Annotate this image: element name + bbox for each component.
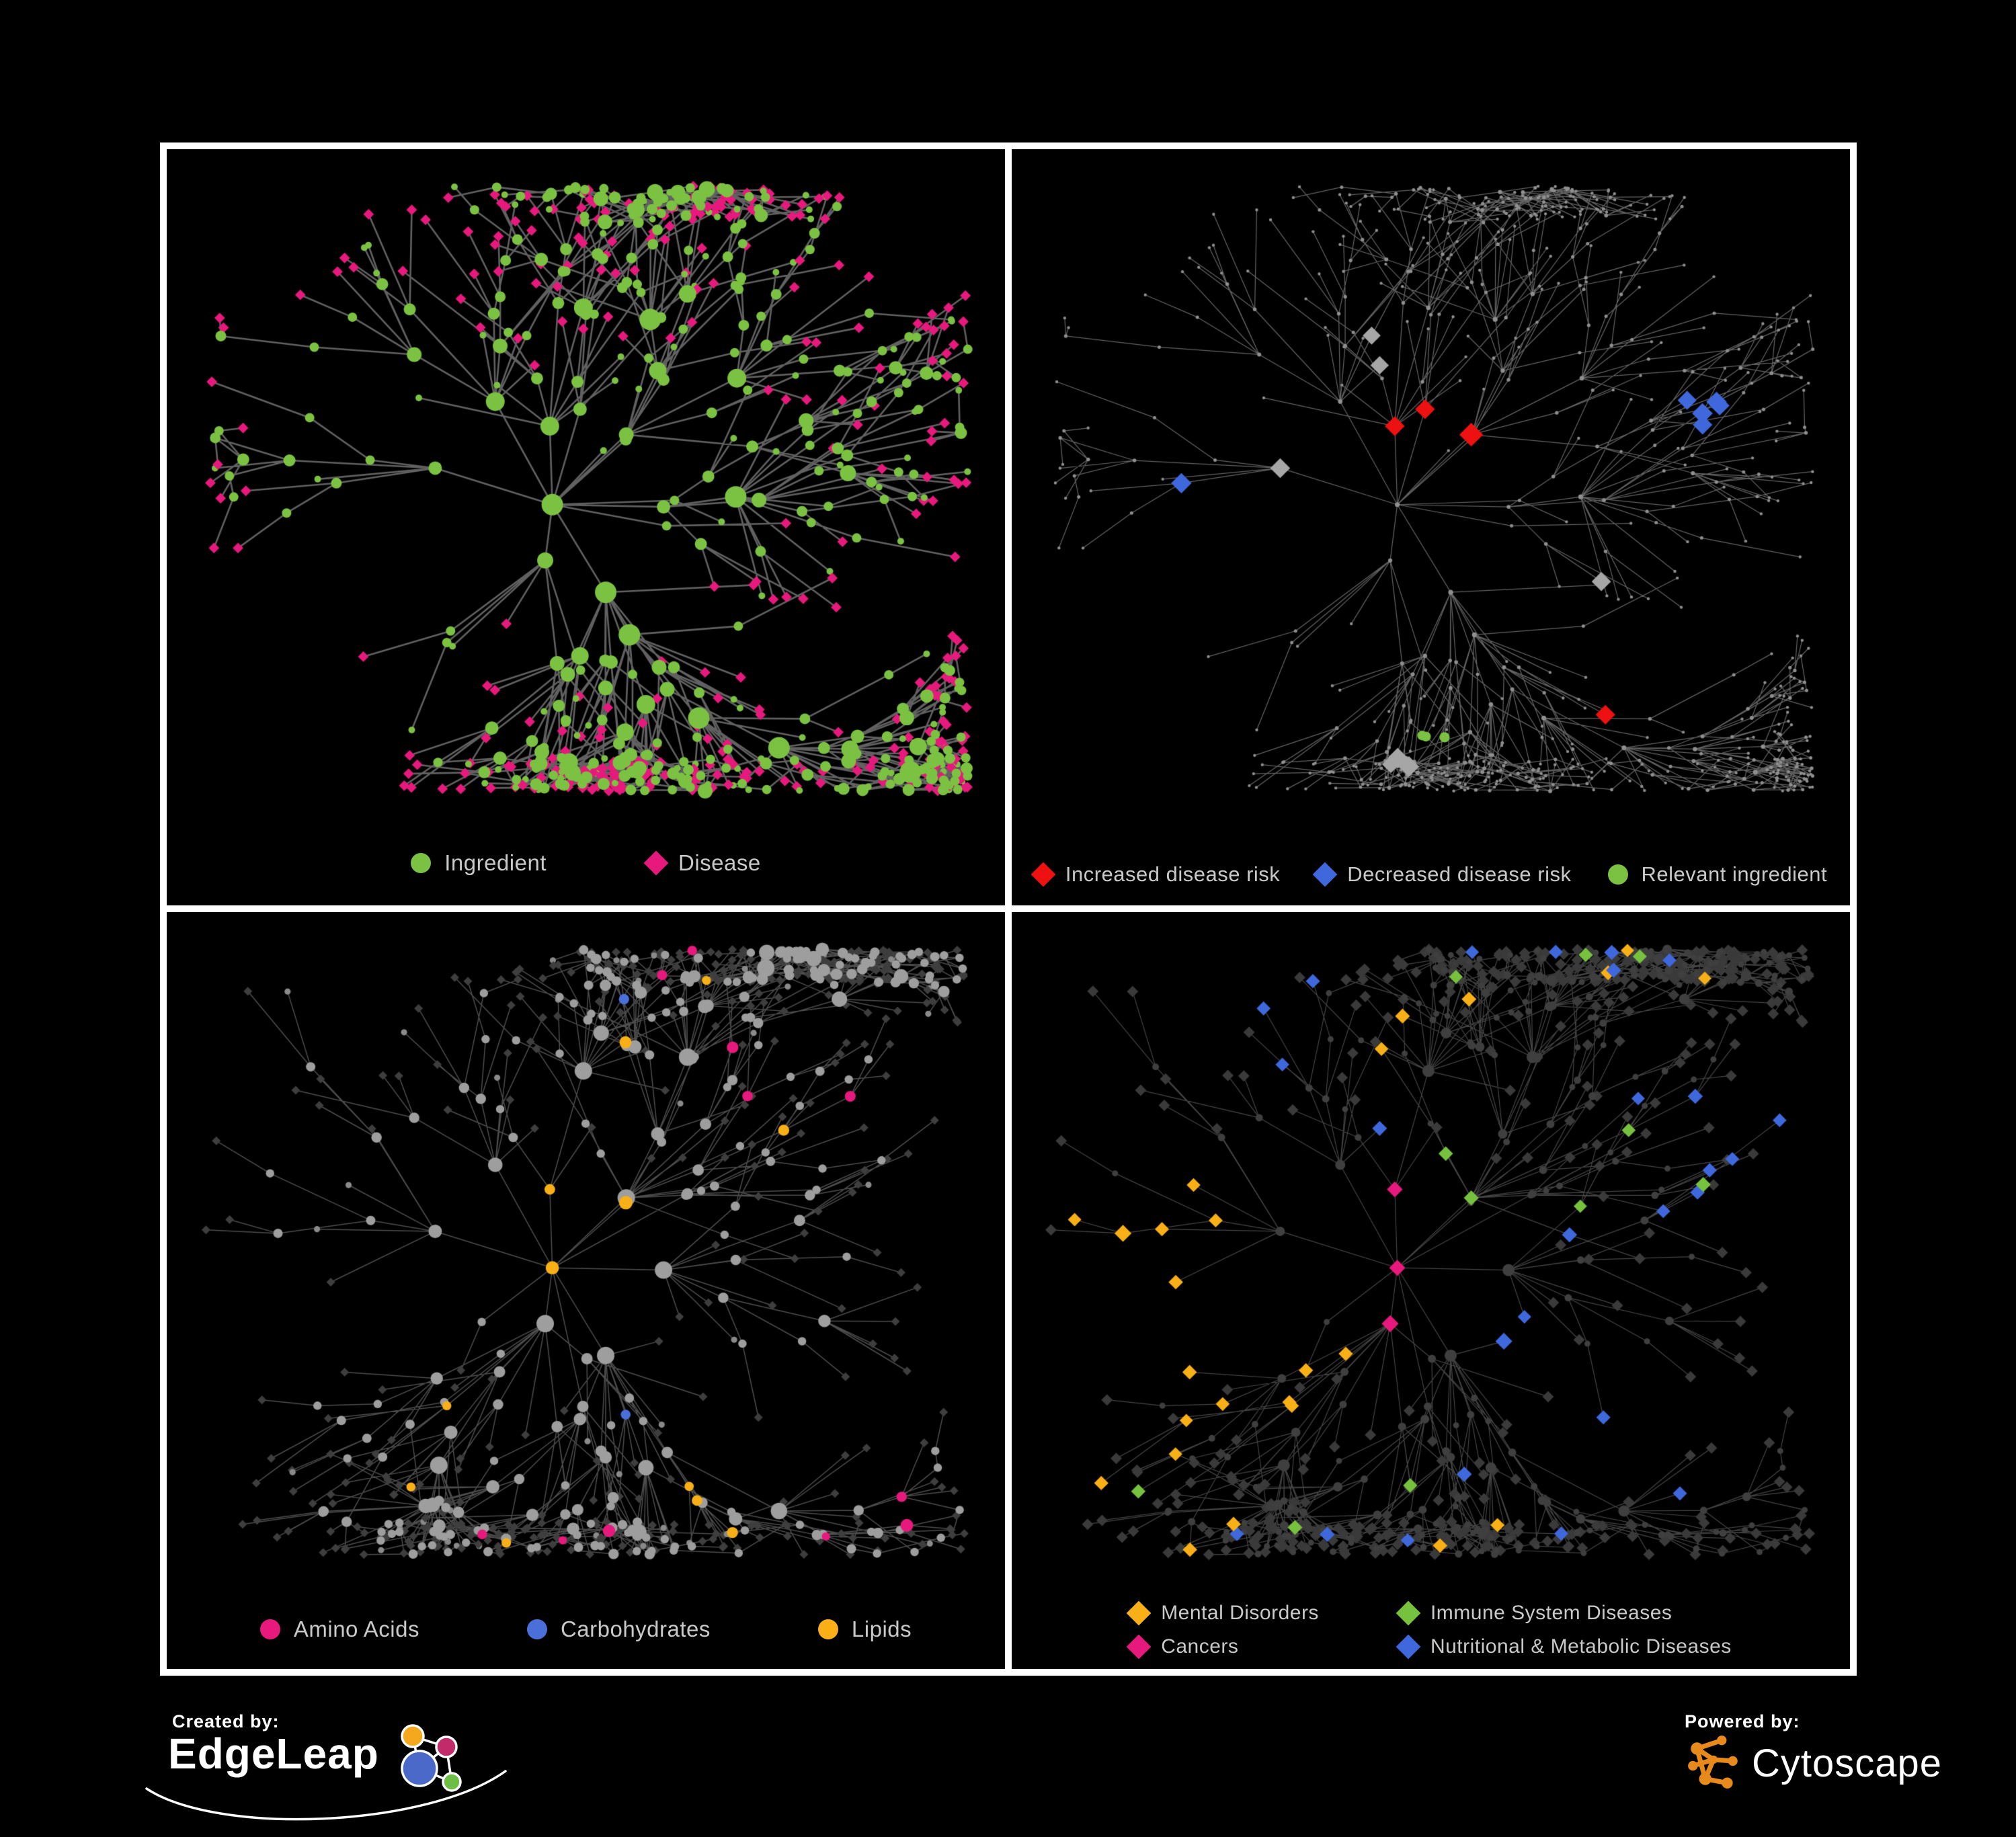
cytoscape-logo: Cytoscape [1685,1733,1942,1793]
legend-item: Carbohydrates [526,1617,711,1642]
legend-label: Amino Acids [293,1617,419,1641]
panel-disease-risk: Increased disease risk Decreased disease… [1012,149,1850,905]
network-graph-canvas [1012,912,1850,1669]
legend-label: Mental Disorders [1161,1602,1319,1624]
network-graph-canvas [167,149,1005,905]
immune-diseases-swatch-diamond-icon [1396,1600,1421,1626]
panel-nutrient-categories: Amino Acids Carbohydrates Lipids [167,912,1005,1669]
legend-label: Ingredient [444,850,547,875]
amino-acids-swatch-circle-icon [259,1619,280,1639]
panel-ingredient-disease: Ingredient Disease [167,149,1005,905]
legend: Ingredient Disease [167,850,1005,876]
carbohydrates-swatch-circle-icon [526,1619,547,1639]
legend-label: Lipids [851,1617,912,1641]
legend: Amino Acids Carbohydrates Lipids [167,1617,1005,1642]
legend-label: Disease [678,850,761,875]
legend-item: Disease [643,850,761,876]
nutritional-metabolic-swatch-diamond-icon [1396,1634,1421,1660]
powered-by-block: Powered by: Cytoscape [1685,1711,1942,1793]
legend-item: Ingredient [411,850,547,876]
cytoscape-wordmark: Cytoscape [1752,1741,1943,1785]
legend-label: Relevant ingredient [1641,862,1828,886]
legend-item: Decreased disease risk [1312,862,1572,887]
powered-by-label: Powered by: [1685,1711,1800,1731]
legend: Increased disease risk Decreased disease… [1012,862,1850,887]
network-graph-canvas [167,912,1005,1669]
cancers-swatch-diamond-icon [1126,1634,1152,1660]
legend-item: Increased disease risk [1031,862,1281,887]
legend-item: Nutritional & Metabolic Diseases [1396,1634,1732,1660]
legend-item: Cancers [1126,1634,1239,1660]
legend-label: Immune System Diseases [1430,1602,1672,1624]
legend-item: Relevant ingredient [1607,862,1828,887]
increased-risk-swatch-diamond-icon [1031,862,1056,887]
relevant-ingredient-swatch-circle-icon [1607,864,1628,885]
ingredient-swatch-circle-icon [411,853,432,873]
horizontal-divider [167,905,1850,912]
lipids-swatch-circle-icon [817,1619,838,1639]
decreased-risk-swatch-diamond-icon [1312,862,1338,887]
legend-label: Cancers [1161,1635,1239,1658]
legend-label: Increased disease risk [1065,862,1281,886]
legend-label: Decreased disease risk [1347,862,1572,886]
edgeleap-wordmark: EdgeLeap [168,1729,379,1778]
legend-item: Lipids [817,1617,912,1642]
figure-grid: Ingredient Disease Increased disease ris… [160,142,1857,1676]
legend-label: Carbohydrates [560,1617,711,1641]
disease-swatch-diamond-icon [643,850,669,876]
panel-disease-categories: Mental Disorders Immune System Diseases … [1012,912,1850,1669]
legend-item: Mental Disorders [1126,1600,1319,1626]
legend: Mental Disorders Immune System Diseases … [1012,1600,1850,1660]
legend-item: Immune System Diseases [1396,1600,1672,1626]
legend-item: Amino Acids [259,1617,419,1642]
legend-label: Nutritional & Metabolic Diseases [1430,1635,1732,1658]
network-graph-canvas [1012,149,1850,905]
cytoscape-network-icon [1688,1736,1738,1789]
edgeleap-network-icon [401,1724,462,1792]
mental-disorders-swatch-diamond-icon [1126,1600,1152,1626]
edgeleap-logo: EdgeLeap [145,1724,507,1821]
created-by-block: Created by: EdgeLeap [145,1711,507,1821]
created-by-label: Created by: [172,1711,280,1731]
